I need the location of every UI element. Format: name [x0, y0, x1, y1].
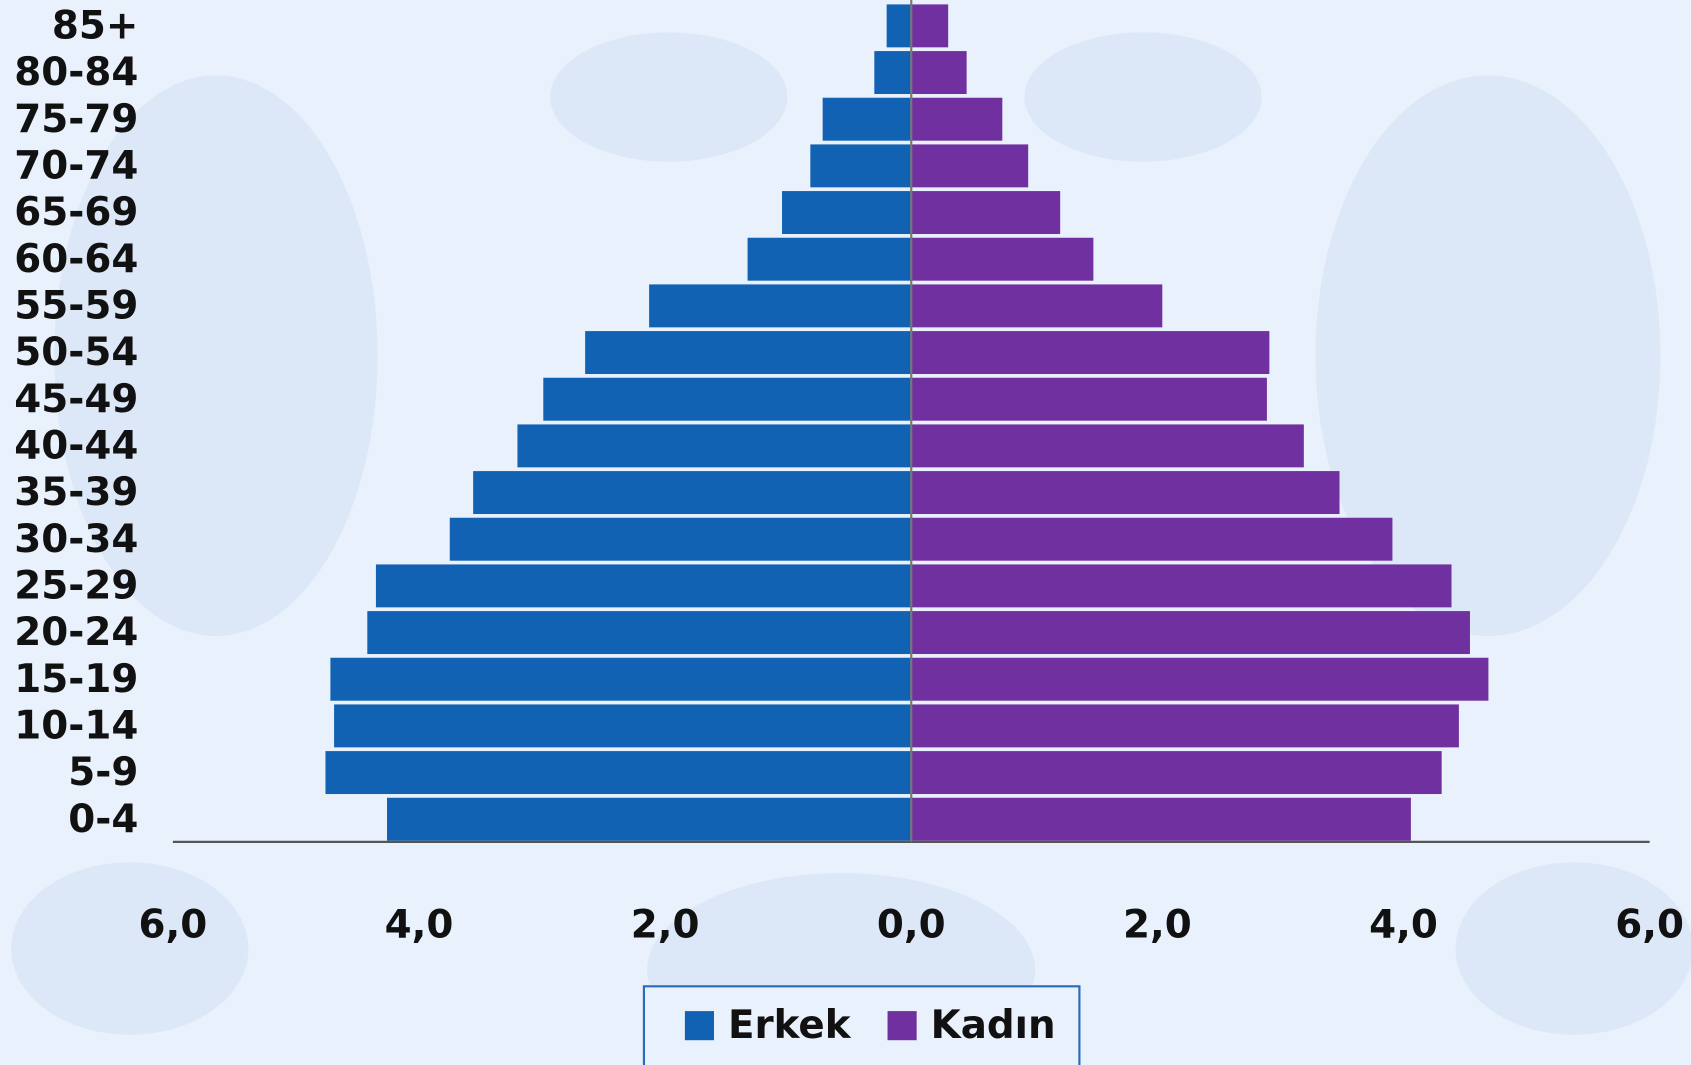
- bar: [911, 191, 1061, 235]
- bar: [911, 331, 1270, 375]
- y-tick-label: 20-24: [14, 610, 138, 655]
- bar: [911, 237, 1094, 281]
- bar: [911, 797, 1411, 841]
- bar: [911, 284, 1163, 328]
- bar: [782, 191, 912, 235]
- y-tick-label: 25-29: [14, 564, 138, 609]
- bar: [911, 564, 1452, 608]
- x-tick-label: 6,0: [1615, 903, 1684, 948]
- bar: [874, 51, 912, 95]
- legend-label: Erkek: [728, 1003, 852, 1048]
- bar: [911, 611, 1470, 655]
- x-tick-label: 4,0: [385, 903, 454, 948]
- bar: [543, 377, 912, 421]
- bar: [911, 424, 1304, 468]
- y-tick-label: 5-9: [68, 750, 138, 795]
- x-tick-label: 0,0: [877, 903, 946, 948]
- bar: [334, 704, 912, 748]
- y-tick-label: 65-69: [14, 190, 138, 235]
- y-tick-label: 70-74: [14, 144, 138, 189]
- legend-swatch: [887, 1011, 917, 1041]
- bar: [911, 377, 1267, 421]
- y-tick-label: 35-39: [14, 470, 138, 515]
- bar: [330, 657, 912, 701]
- bar: [911, 657, 1489, 701]
- legend-box: [642, 985, 1081, 1065]
- y-tick-label: 0-4: [68, 797, 138, 842]
- x-tick-label: 2,0: [1123, 903, 1192, 948]
- y-tick-label: 30-34: [14, 517, 138, 562]
- bar: [747, 237, 912, 281]
- bar: [585, 331, 912, 375]
- y-tick-label: 10-14: [14, 704, 138, 749]
- legend-label: Kadın: [931, 1003, 1056, 1048]
- x-tick-label: 6,0: [139, 903, 208, 948]
- x-tick-label: 2,0: [631, 903, 700, 948]
- bar: [911, 51, 967, 95]
- y-tick-label: 50-54: [14, 330, 138, 375]
- bar: [367, 611, 912, 655]
- bar: [375, 564, 912, 608]
- x-tick-label: 4,0: [1369, 903, 1438, 948]
- y-tick-label: 45-49: [14, 377, 138, 422]
- bar: [325, 751, 912, 795]
- bar: [810, 144, 912, 188]
- y-tick-label: 80-84: [14, 50, 138, 95]
- bar: [911, 144, 1029, 188]
- bar: [911, 471, 1340, 515]
- bar: [886, 4, 912, 48]
- y-tick-label: 75-79: [14, 97, 138, 142]
- bar: [911, 751, 1442, 795]
- bar: [822, 97, 912, 141]
- bar: [473, 471, 912, 515]
- bar: [649, 284, 912, 328]
- y-tick-label: 55-59: [14, 284, 138, 329]
- bar: [911, 4, 949, 48]
- bar: [911, 97, 1003, 141]
- bar: [387, 797, 912, 841]
- y-tick-label: 15-19: [14, 657, 138, 702]
- bar: [911, 704, 1459, 748]
- bar: [449, 517, 912, 561]
- bar: [911, 517, 1393, 561]
- y-tick-label: 85+: [52, 4, 139, 49]
- bar: [517, 424, 912, 468]
- y-tick-label: 60-64: [14, 237, 138, 282]
- y-tick-label: 40-44: [14, 424, 138, 469]
- legend-swatch: [684, 1011, 714, 1041]
